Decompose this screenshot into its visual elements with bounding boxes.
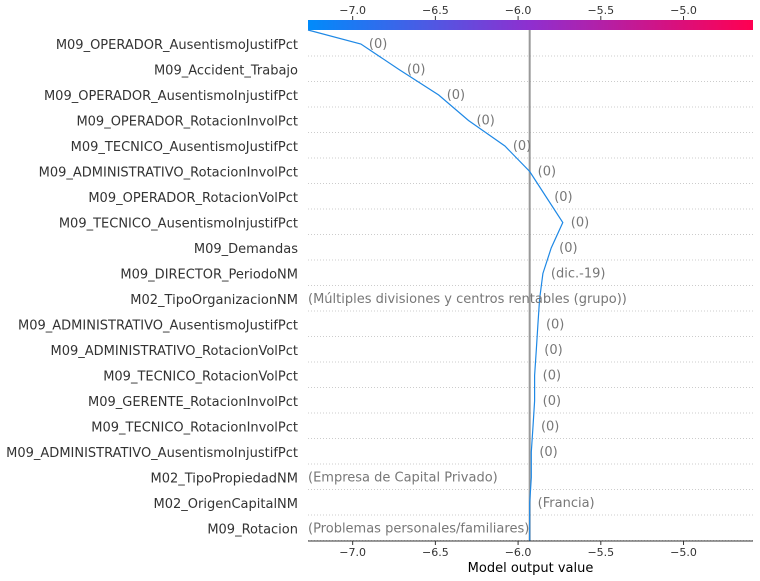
x-axis-label: Model output value [468,561,594,576]
feature-value-label: (0) [447,88,465,103]
feature-value-label: (0) [559,241,577,256]
bottom-tick-label: −6.5 [422,546,449,559]
feature-name: M09_Demandas [194,242,298,257]
feature-name: M09_TECNICO_RotacionVolPct [103,370,298,385]
feature-name: M09_TECNICO_RotacionInvolPct [91,421,298,436]
feature-value-label: (Francia) [538,496,595,511]
feature-value-label: (0) [541,420,559,435]
top-tick-label: −6.0 [505,4,532,17]
feature-name: M09_ADMINISTRATIVO_RotacionVolPct [51,344,298,359]
feature-name: M02_TipoOrganizacionNM [130,293,298,308]
feature-name: M09_OPERADOR_RotacionInvolPct [76,115,298,130]
feature-value-label: (0) [546,318,564,333]
feature-value-labels: (0) (0) (0) (0) (0) (0) (0) (0) (0) (dic.-19) (Múl… [308,37,627,537]
feature-name: M02_OrigenCapitalNM [154,497,298,512]
feature-value-label: (0) [369,37,387,52]
feature-name: M09_DIRECTOR_PeriodoNM [120,268,298,283]
feature-value-label: (Problemas personales/familiares) [308,522,529,537]
feature-name: M09_OPERADOR_AusentismoJustifPct [56,38,298,53]
bottom-axis: −7.0 −6.5 −6.0 −5.5 −5.0 [339,541,697,559]
feature-name: M09_OPERADOR_AusentismoInjustifPct [44,89,298,104]
feature-value-label: (0) [554,190,572,205]
feature-value-label: (Múltiples divisiones y centros rentable… [308,292,627,307]
bottom-tick-label: −5.0 [670,546,697,559]
colorbar [308,20,753,30]
feature-value-label: (0) [538,165,556,180]
top-tick-label: −7.0 [339,4,366,17]
bottom-tick-label: −7.0 [339,546,366,559]
feature-name: M09_Accident_Trabajo [154,64,298,79]
feature-value-label: (0) [476,114,494,129]
feature-value-label: (0) [543,394,561,409]
feature-name: M02_TipoPropiedadNM [150,472,298,487]
feature-value-label: (0) [571,216,589,231]
feature-value-label: (0) [407,63,425,78]
feature-name: M09_TECNICO_AusentismoJustifPct [71,140,298,155]
top-tick-label: −6.5 [422,4,449,17]
feature-value-label: (0) [543,369,561,384]
decision-path [307,29,564,541]
feature-name: M09_ADMINISTRATIVO_AusentismoInjustifPct [6,446,298,461]
feature-value-label: (Empresa de Capital Privado) [308,471,498,486]
feature-name: M09_ADMINISTRATIVO_AusentismoJustifPct [18,319,298,334]
feature-labels: M09_OPERADOR_AusentismoJustifPct M09_Acci… [6,38,298,538]
feature-name: M09_TECNICO_AusentismoInjustifPct [59,217,298,232]
feature-value-label: (0) [544,343,562,358]
top-tick-label: −5.0 [670,4,697,17]
bottom-tick-label: −6.0 [505,546,532,559]
feature-value-label: (dic.-19) [551,267,606,282]
bottom-tick-label: −5.5 [587,546,614,559]
feature-name: M09_OPERADOR_RotacionVolPct [88,191,298,206]
top-axis: −7.0 −6.5 −6.0 −5.5 −5.0 [339,4,697,20]
feature-value-label: (0) [513,139,531,154]
feature-name: M09_ADMINISTRATIVO_RotacionInvolPct [39,166,298,181]
top-tick-label: −5.5 [587,4,614,17]
feature-value-label: (0) [539,445,557,460]
feature-name: M09_Rotacion [207,523,298,538]
feature-name: M09_GERENTE_RotacionInvolPct [88,395,298,410]
